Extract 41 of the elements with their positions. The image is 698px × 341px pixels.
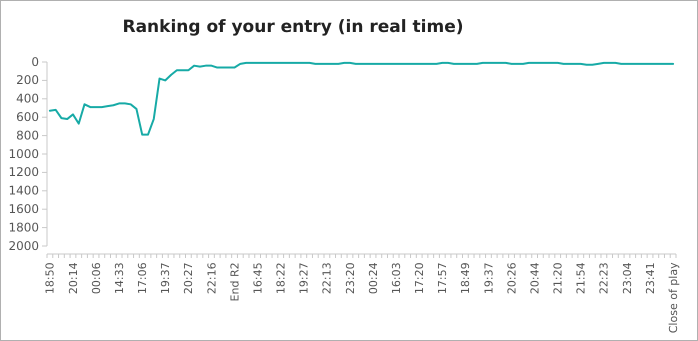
x-tick-label: 22:16 [205,262,218,294]
x-tick-label: 18:22 [274,262,288,294]
y-tick-label: 200 [16,73,39,88]
x-tick-label: 22:23 [598,262,611,294]
y-tick-label: 400 [16,92,39,106]
y-tick-label: 1800 [8,220,39,234]
x-tick-label: 16:45 [251,262,264,294]
x-tick-label: 21:54 [574,262,588,294]
y-tick-label: 1400 [8,184,39,198]
x-tick-label: 19:27 [298,262,311,294]
chart-title: Ranking of your entry (in real time) [122,17,464,37]
x-tick-label: 23:20 [344,262,357,294]
x-tick-label: 23:41 [644,262,657,294]
line-series [48,62,674,136]
y-tick-label: 600 [16,110,39,124]
x-tick-label: 20:27 [182,262,196,294]
x-tick-label: 20:26 [505,262,518,294]
x-tick-label: 17:06 [136,262,150,294]
y-tick-label: 2000 [8,238,39,253]
y-tick-label: 1600 [8,202,39,216]
x-tick-label: 16:03 [390,262,403,294]
x-tick-label: End R2 [228,262,242,302]
x-tick-label: 18:50 [44,262,57,294]
x-tick-label: 20:44 [528,262,542,294]
y-tick-label: 1000 [8,146,39,161]
x-tick-label: 17:20 [413,262,426,294]
x-tick-label: 19:37 [159,262,172,294]
x-tick-label: Close of play [666,262,680,334]
x-tick-label: 21:20 [552,262,565,294]
y-tick-label: 0 [31,54,39,69]
x-tick-label: 19:37 [482,262,496,294]
x-tick-label: 20:14 [66,262,80,294]
x-tick-label: 23:04 [620,262,634,294]
x-tick-label: 00:06 [90,262,103,294]
x-tick-label: 17:57 [436,262,450,294]
x-tick-label: 18:49 [459,262,472,294]
y-tick-label: 800 [16,128,39,142]
y-tick-label: 1200 [8,165,39,180]
x-tick-label: 22:13 [320,262,334,294]
x-tick-label: 14:33 [112,262,126,294]
x-tick-label: 00:24 [366,262,380,294]
